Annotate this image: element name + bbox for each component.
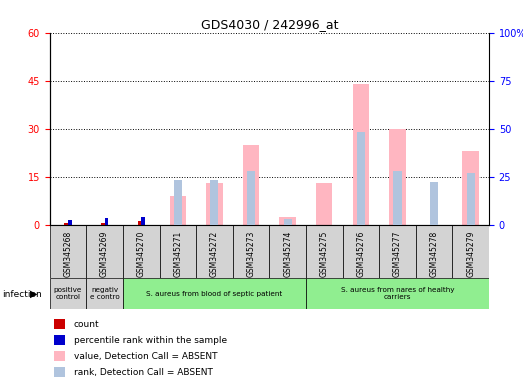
Bar (68, 220, 72, 225)
Text: GSM345274: GSM345274 (283, 231, 292, 278)
Text: positive
control: positive control (54, 287, 82, 300)
Text: value, Detection Call = ABSENT: value, Detection Call = ABSENT (74, 352, 218, 361)
Text: ▶: ▶ (30, 289, 38, 299)
Bar (160, 225, 196, 278)
Bar (138, 222, 141, 225)
Text: negativ
e contro: negativ e contro (90, 287, 119, 300)
Text: GSM345278: GSM345278 (429, 231, 439, 277)
Text: GSM345269: GSM345269 (100, 231, 109, 278)
Bar (50, 225, 86, 278)
Bar (54, 367, 65, 377)
Text: count: count (74, 320, 99, 329)
Bar (105, 218, 108, 225)
Bar (462, 151, 479, 225)
Bar (316, 183, 333, 225)
Text: GSM345276: GSM345276 (356, 231, 366, 278)
Bar (389, 129, 406, 225)
Text: GSM345277: GSM345277 (393, 231, 402, 278)
Text: GSM345273: GSM345273 (246, 231, 256, 278)
Text: rank, Detection Call = ABSENT: rank, Detection Call = ABSENT (74, 367, 213, 377)
Text: GSM345271: GSM345271 (173, 231, 183, 277)
Bar (86, 278, 123, 309)
Bar (343, 225, 379, 278)
Text: S. aureus from blood of septic patient: S. aureus from blood of septic patient (146, 291, 282, 297)
Bar (269, 225, 306, 278)
Bar (357, 132, 365, 225)
Bar (54, 335, 65, 345)
Bar (279, 217, 296, 225)
Bar (243, 145, 259, 225)
Title: GDS4030 / 242996_at: GDS4030 / 242996_at (201, 18, 338, 31)
Bar (393, 171, 402, 225)
Text: infection: infection (3, 290, 42, 299)
Bar (54, 319, 65, 329)
Bar (64, 223, 68, 225)
Bar (306, 225, 343, 278)
Bar (353, 84, 369, 225)
Bar (141, 217, 145, 225)
Bar (283, 219, 292, 225)
Text: GSM345270: GSM345270 (137, 231, 146, 278)
Bar (416, 225, 452, 278)
Bar (379, 225, 416, 278)
Bar (123, 278, 306, 309)
Text: S. aureus from nares of healthy
carriers: S. aureus from nares of healthy carriers (340, 287, 454, 300)
Bar (86, 225, 123, 278)
Text: GSM345272: GSM345272 (210, 231, 219, 277)
Bar (54, 351, 65, 361)
Bar (233, 225, 269, 278)
Bar (210, 180, 219, 225)
Bar (306, 278, 489, 309)
Text: GSM345268: GSM345268 (63, 231, 73, 277)
Bar (123, 225, 160, 278)
Bar (174, 180, 182, 225)
Bar (101, 223, 105, 225)
Bar (467, 173, 475, 225)
Bar (430, 182, 438, 225)
Bar (169, 196, 186, 225)
Text: GSM345275: GSM345275 (320, 231, 329, 278)
Bar (452, 225, 489, 278)
Bar (50, 278, 86, 309)
Bar (206, 183, 223, 225)
Bar (196, 225, 233, 278)
Bar (247, 171, 255, 225)
Text: GSM345279: GSM345279 (466, 231, 475, 278)
Text: percentile rank within the sample: percentile rank within the sample (74, 336, 227, 345)
